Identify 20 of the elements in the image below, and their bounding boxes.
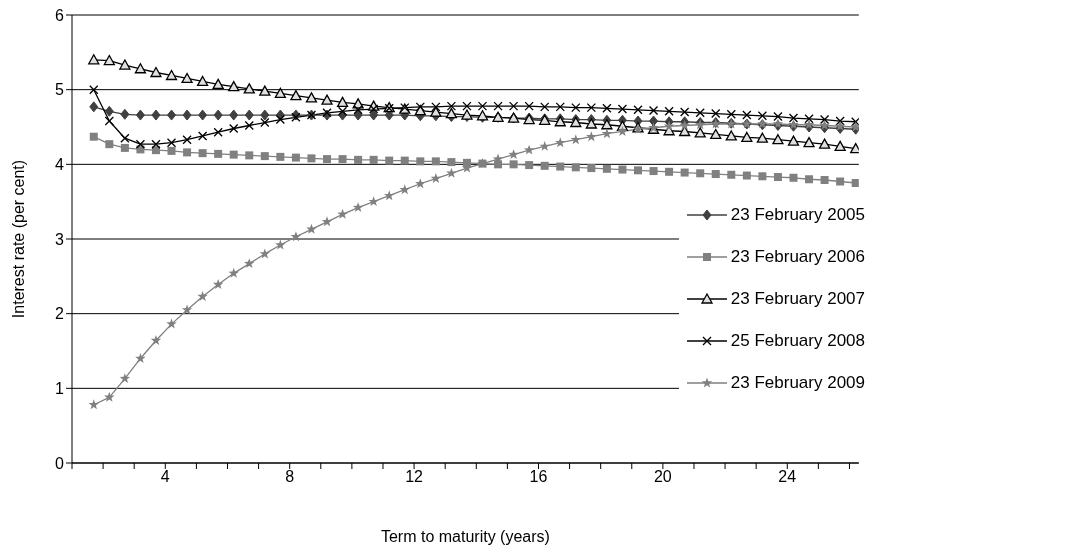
x-tick-label: 16 xyxy=(529,468,548,486)
legend-label: 23 February 2009 xyxy=(730,373,865,393)
y-tick-label: 1 xyxy=(55,380,65,398)
y-tick-label: 3 xyxy=(55,230,65,248)
x-tick-label: 12 xyxy=(405,468,424,486)
x-tick-label: 8 xyxy=(285,468,295,486)
y-tick-label: 2 xyxy=(55,305,65,323)
x-tick-label: 20 xyxy=(653,468,672,486)
legend-label: 23 February 2006 xyxy=(730,247,865,267)
x-tick-label: 24 xyxy=(778,468,797,486)
legend-label: 25 February 2008 xyxy=(730,331,865,351)
x-axis-title: Term to maturity (years) xyxy=(380,528,550,545)
y-tick-label: 6 xyxy=(55,6,65,24)
y-tick-label: 0 xyxy=(55,454,65,472)
y-axis-title: Interest rate (per cent) xyxy=(9,159,27,319)
legend-label: 23 February 2005 xyxy=(730,205,865,225)
y-tick-label: 5 xyxy=(55,81,65,99)
x-tick-label: 4 xyxy=(160,468,170,486)
y-tick-label: 4 xyxy=(55,156,65,174)
legend-label: 23 February 2007 xyxy=(730,289,865,309)
